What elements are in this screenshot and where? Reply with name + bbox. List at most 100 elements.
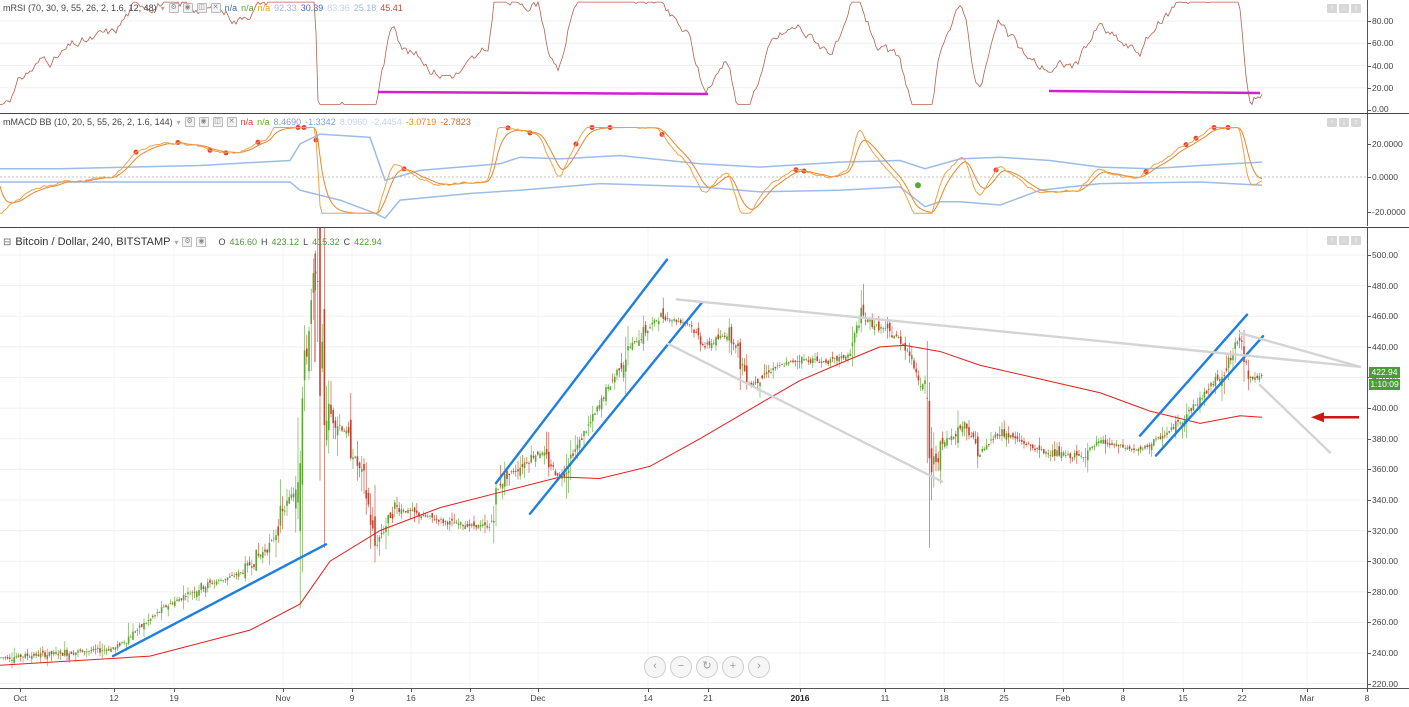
candle-body (466, 524, 469, 527)
candle-body (20, 654, 22, 657)
move-down-icon[interactable]: ↓ (1339, 118, 1349, 127)
price-pane[interactable]: ⊟ Bitcoin / Dollar, 240, BITSTAMP ▾ ⚙ ◉ … (0, 228, 1409, 688)
candle-body (204, 586, 207, 593)
time-tick-mark (538, 689, 539, 692)
reset-chart-button[interactable]: ↻ (696, 656, 718, 678)
candle-body (2, 657, 4, 659)
candle-body (609, 386, 612, 391)
candle-body (693, 329, 695, 334)
candle-body (132, 631, 134, 640)
candle-body (510, 471, 513, 473)
time-axis-label: Dec (530, 693, 546, 703)
candle-body (1098, 441, 1100, 444)
candle-body (570, 454, 572, 459)
candle-body (1093, 446, 1096, 448)
maximize-icon[interactable]: ↕ (1351, 236, 1361, 245)
bb-lower-band (0, 181, 1263, 220)
candle-body (471, 524, 473, 526)
symbol-title[interactable]: Bitcoin / Dollar, 240, BITSTAMP (15, 236, 171, 248)
symbol-settings-icon[interactable]: ⚙ (182, 237, 193, 247)
zoom-out-button[interactable]: − (670, 656, 692, 678)
time-tick-mark (885, 689, 886, 692)
macd-settings-icon[interactable]: ⚙ (184, 117, 195, 127)
candle-body (1146, 445, 1148, 447)
candle-body (334, 420, 337, 428)
candle-body (413, 507, 416, 512)
candle-body (301, 398, 304, 485)
candle-body (259, 554, 262, 557)
candle-body (1126, 447, 1129, 450)
maximize-icon[interactable]: ↕ (1351, 118, 1361, 127)
candle-body (616, 369, 618, 376)
candle-body (545, 449, 548, 455)
candle-body (389, 512, 392, 519)
symbol-icon[interactable]: ⊟ (3, 236, 12, 248)
pane-separator[interactable] (0, 113, 1409, 114)
price-axis[interactable]: 500.00480.00460.00440.00420.00400.00380.… (1367, 228, 1409, 688)
macd-title[interactable]: mMACD BB (10, 20, 5, 55, 26, 2, 1.6, 144… (3, 117, 173, 127)
rsi-val-7: 45.41 (380, 3, 403, 13)
candle-body (1045, 451, 1047, 454)
pane-separator[interactable] (0, 227, 1409, 228)
rsi-format-icon[interactable]: ◉ (182, 3, 193, 13)
rsi-hide-icon[interactable]: ◫ (196, 3, 207, 13)
price-pane-controls: ↑ ↓ ↕ (1327, 236, 1361, 245)
candle-body (1212, 384, 1214, 385)
scroll-left-button[interactable]: ‹ (644, 656, 666, 678)
macd-hide-icon[interactable]: ◫ (212, 117, 223, 127)
candle-body (0, 657, 2, 659)
candle-body (152, 616, 154, 617)
candle-body (724, 335, 726, 337)
time-axis[interactable]: Oct 12 19 Nov 9 16 23 Dec 14 21 2016 11 18 25 Feb 8 15 22… (0, 688, 1409, 707)
candle-body (504, 473, 506, 487)
maximize-icon[interactable]: ↕ (1351, 4, 1361, 13)
candle-body (508, 473, 510, 475)
candle-body (567, 470, 570, 473)
price-tick-mark (1368, 255, 1371, 256)
candle-body (433, 519, 436, 521)
candle-body (138, 625, 141, 628)
candle-body (1067, 453, 1069, 455)
candle-body (442, 519, 444, 523)
rsi-settings-icon[interactable]: ⚙ (168, 3, 179, 13)
candle-body (1247, 370, 1250, 379)
symbol-format-icon[interactable]: ◉ (196, 237, 207, 247)
rsi-line (0, 0, 1263, 106)
macd-close-icon[interactable]: ✕ (226, 117, 237, 127)
candle-body (794, 360, 796, 363)
candle-body (130, 636, 132, 638)
rsi-dropdown-icon[interactable]: ▾ (160, 3, 165, 13)
candle-body (1164, 435, 1166, 437)
candle-body (482, 524, 484, 526)
blue-trend-line (1138, 313, 1249, 437)
candle-body (1199, 397, 1201, 406)
move-up-icon[interactable]: ↑ (1327, 118, 1337, 127)
zoom-in-button[interactable]: + (722, 656, 744, 678)
candle-body (1201, 398, 1203, 400)
candle-body (847, 354, 849, 358)
macd-dropdown-icon[interactable]: ▾ (176, 117, 181, 127)
candle-body (378, 536, 381, 542)
macd-format-icon[interactable]: ◉ (198, 117, 209, 127)
scroll-right-button[interactable]: › (748, 656, 770, 678)
macd-signal-line (0, 127, 1263, 214)
rsi-title[interactable]: mRSI (70, 30, 9, 55, 26, 2, 1.6, 12, 48) (3, 3, 157, 13)
candle-body (805, 359, 807, 360)
candle-body (664, 316, 667, 320)
candle-body (1205, 390, 1208, 394)
move-up-icon[interactable]: ↑ (1327, 236, 1337, 245)
candle-body (246, 562, 249, 566)
rsi-price-axis[interactable]: 80.00 60.00 40.00 20.00 0.00 (1367, 0, 1409, 113)
symbol-dropdown-icon[interactable]: ▾ (174, 237, 179, 247)
move-down-icon[interactable]: ↓ (1339, 236, 1349, 245)
macd-price-axis[interactable]: 20.0000 0.0000 -20.0000 (1367, 114, 1409, 226)
ohlc-low-value: 415.32 (312, 237, 340, 247)
move-down-icon[interactable]: ↓ (1339, 4, 1349, 13)
rsi-pane[interactable]: mRSI (70, 30, 9, 55, 26, 2, 1.6, 12, 48)… (0, 0, 1409, 113)
candle-body (1260, 375, 1263, 376)
candle-body (255, 549, 257, 571)
candle-body (108, 649, 110, 651)
macd-pane[interactable]: mMACD BB (10, 20, 5, 55, 26, 2, 1.6, 144… (0, 114, 1409, 226)
move-up-icon[interactable]: ↑ (1327, 4, 1337, 13)
rsi-close-icon[interactable]: ✕ (210, 3, 221, 13)
